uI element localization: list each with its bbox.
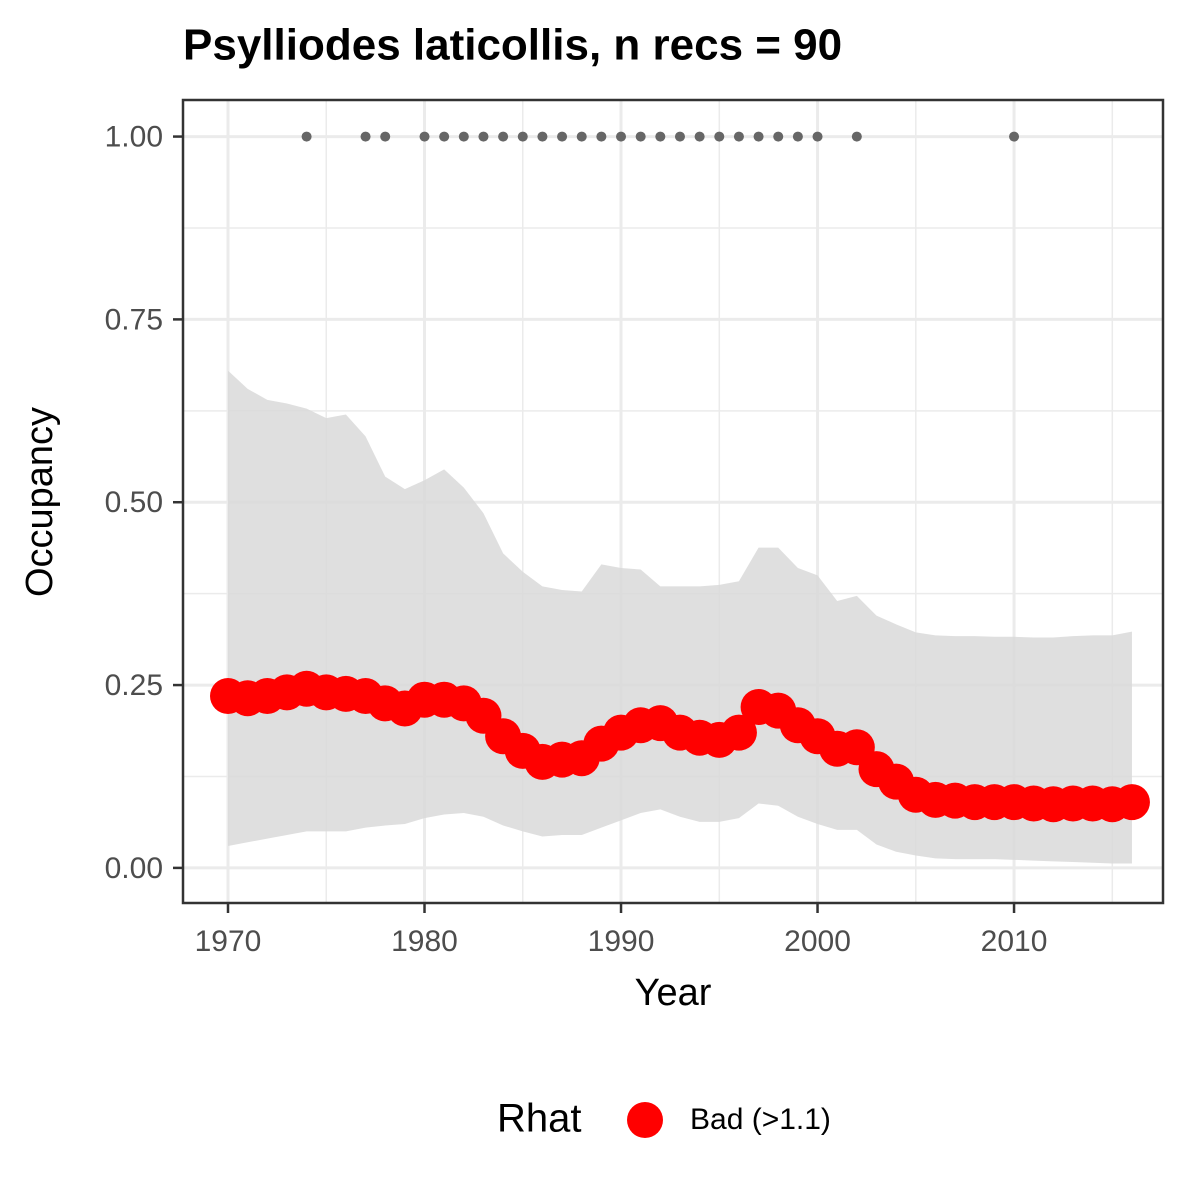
record-point bbox=[655, 131, 666, 142]
record-point bbox=[458, 131, 469, 142]
credible-interval bbox=[228, 370, 1132, 864]
y-tick-label: 0.75 bbox=[105, 303, 163, 336]
legend-marker bbox=[627, 1102, 663, 1138]
x-tick-label: 1980 bbox=[391, 925, 458, 958]
x-tick-label: 2010 bbox=[981, 925, 1048, 958]
record-point bbox=[380, 131, 391, 142]
record-point bbox=[301, 131, 312, 142]
legend-title: Rhat bbox=[497, 1097, 582, 1141]
y-tick-label: 0.50 bbox=[105, 486, 163, 519]
record-point bbox=[360, 131, 371, 142]
x-axis-label: Year bbox=[635, 972, 712, 1014]
y-tick-label: 0.00 bbox=[105, 852, 163, 885]
record-point bbox=[498, 131, 509, 142]
y-axis-label: Occupancy bbox=[19, 407, 61, 597]
x-tick-label: 1970 bbox=[195, 925, 262, 958]
record-point bbox=[596, 131, 607, 142]
record-point bbox=[576, 131, 587, 142]
record-point bbox=[773, 131, 784, 142]
record-point bbox=[694, 131, 705, 142]
y-tick-label: 1.00 bbox=[105, 120, 163, 153]
record-point bbox=[1009, 131, 1020, 142]
legend-label: Bad (>1.1) bbox=[690, 1103, 831, 1136]
record-point bbox=[537, 131, 548, 142]
record-point bbox=[753, 131, 764, 142]
record-point bbox=[557, 131, 568, 142]
record-point bbox=[419, 131, 430, 142]
chart-title: Psylliodes laticollis, n recs = 90 bbox=[183, 21, 842, 70]
record-point bbox=[616, 131, 627, 142]
record-point bbox=[635, 131, 646, 142]
record-point bbox=[733, 131, 744, 142]
x-tick-label: 2000 bbox=[784, 925, 851, 958]
record-point bbox=[674, 131, 685, 142]
record-point bbox=[439, 131, 450, 142]
y-tick-label: 0.25 bbox=[105, 669, 163, 702]
record-point bbox=[478, 131, 489, 142]
record-point bbox=[792, 131, 803, 142]
record-point bbox=[812, 131, 823, 142]
record-point bbox=[851, 131, 862, 142]
record-point bbox=[517, 131, 528, 142]
occupancy-point bbox=[720, 714, 757, 751]
occupancy-point bbox=[1113, 784, 1150, 821]
record-point bbox=[714, 131, 725, 142]
x-tick-label: 1990 bbox=[588, 925, 655, 958]
